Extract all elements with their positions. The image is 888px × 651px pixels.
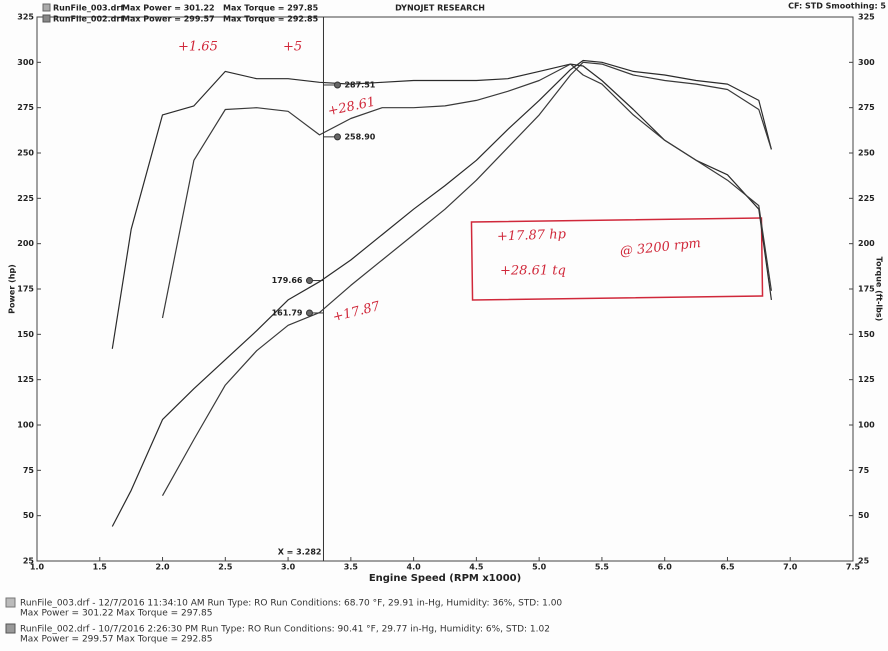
readout-dot (305, 309, 313, 317)
y-tick-label: 75 (23, 466, 35, 475)
x-tick-label: 7.0 (783, 563, 798, 572)
readout-dot (305, 277, 313, 285)
y-tick-label: 200 (17, 239, 34, 248)
x-tick-label: 2.0 (155, 563, 170, 572)
readout-dot (333, 81, 341, 89)
series-line (161, 63, 772, 319)
legend-power: Max Power = 301.22 (122, 4, 215, 13)
x-tick-label: 5.0 (532, 563, 547, 572)
y-tick-label: 175 (17, 285, 34, 294)
cursor-label: X = 3.282 (278, 548, 322, 557)
legend-name: RunFile_003.drf (53, 4, 124, 13)
y-tick-label: 125 (17, 375, 34, 384)
legend-torque: Max Torque = 292.85 (223, 15, 319, 24)
legend-icon (42, 14, 51, 23)
x-tick-label: 2.5 (218, 563, 233, 572)
legend-icon (42, 3, 51, 12)
y2-tick-label: 200 (858, 239, 875, 248)
x-tick-label: 3.5 (344, 563, 359, 572)
footer-icon (5, 623, 16, 634)
footer-line: Max Power = 301.22 Max Torque = 297.85 (20, 609, 213, 619)
x-tick-label: 7.5 (846, 563, 861, 572)
handwritten-note: +17.87 hp (497, 227, 567, 244)
annotation-box (470, 217, 764, 301)
y2-tick-label: 275 (858, 103, 875, 112)
series-line (111, 59, 772, 527)
footer-line: Max Power = 299.57 Max Torque = 292.85 (20, 635, 213, 645)
legend-power: Max Power = 299.57 (122, 15, 215, 24)
x-tick-label: 6.0 (658, 563, 673, 572)
y2-tick-label: 75 (858, 466, 870, 475)
chart-title: DYNOJET RESEARCH (395, 4, 485, 13)
x-tick-label: 1.5 (93, 563, 108, 572)
x-tick-label: 1.0 (30, 563, 45, 572)
y2-axis-label: Torque (ft-lbs) (875, 257, 884, 322)
y2-tick-label: 325 (858, 13, 875, 22)
legend-name: RunFile_002.drf (53, 15, 124, 24)
x-tick-label: 5.5 (595, 563, 610, 572)
readout-label: 179.66 (272, 276, 303, 285)
y-tick-label: 250 (17, 149, 34, 158)
y2-tick-label: 150 (858, 330, 875, 339)
x-tick-label: 6.5 (720, 563, 735, 572)
y-tick-label: 100 (17, 421, 34, 430)
handwritten-note: +1.65 (178, 40, 218, 55)
y2-tick-label: 100 (858, 421, 875, 430)
readout-label: 161.79 (272, 308, 303, 317)
series-line (161, 61, 772, 496)
y2-tick-label: 250 (858, 149, 875, 158)
legend-torque: Max Torque = 297.85 (223, 4, 319, 13)
footer-line: RunFile_002.drf - 10/7/2016 2:26:30 PM R… (20, 625, 550, 635)
footer-icon (5, 597, 16, 608)
y2-tick-label: 225 (858, 194, 875, 203)
handwritten-note: +5 (283, 40, 302, 55)
y2-tick-label: 175 (858, 285, 875, 294)
readout-dot (333, 133, 341, 141)
x-axis-label: Engine Speed (RPM x1000) (369, 573, 521, 584)
y-tick-label: 225 (17, 194, 34, 203)
y2-tick-label: 125 (858, 375, 875, 384)
chart-subtitle: CF: STD Smoothing: 5 (788, 2, 886, 11)
y2-tick-label: 300 (858, 58, 875, 67)
x-tick-label: 3.0 (281, 563, 296, 572)
y-tick-label: 150 (17, 330, 34, 339)
handwritten-note: +28.61 tq (500, 264, 566, 279)
readout-label: 258.90 (344, 132, 375, 141)
y-tick-label: 325 (17, 13, 34, 22)
y-tick-label: 25 (23, 557, 35, 566)
y-axis-label: Power (hp) (8, 264, 17, 314)
x-tick-label: 4.0 (407, 563, 422, 572)
y-tick-label: 300 (17, 58, 34, 67)
y-tick-label: 50 (23, 511, 35, 520)
y-tick-label: 275 (17, 103, 34, 112)
y2-tick-label: 25 (858, 557, 870, 566)
x-tick-label: 4.5 (469, 563, 484, 572)
footer-line: RunFile_003.drf - 12/7/2016 11:34:10 AM … (20, 599, 562, 609)
readout-label: 287.51 (344, 80, 375, 89)
y2-tick-label: 50 (858, 511, 870, 520)
